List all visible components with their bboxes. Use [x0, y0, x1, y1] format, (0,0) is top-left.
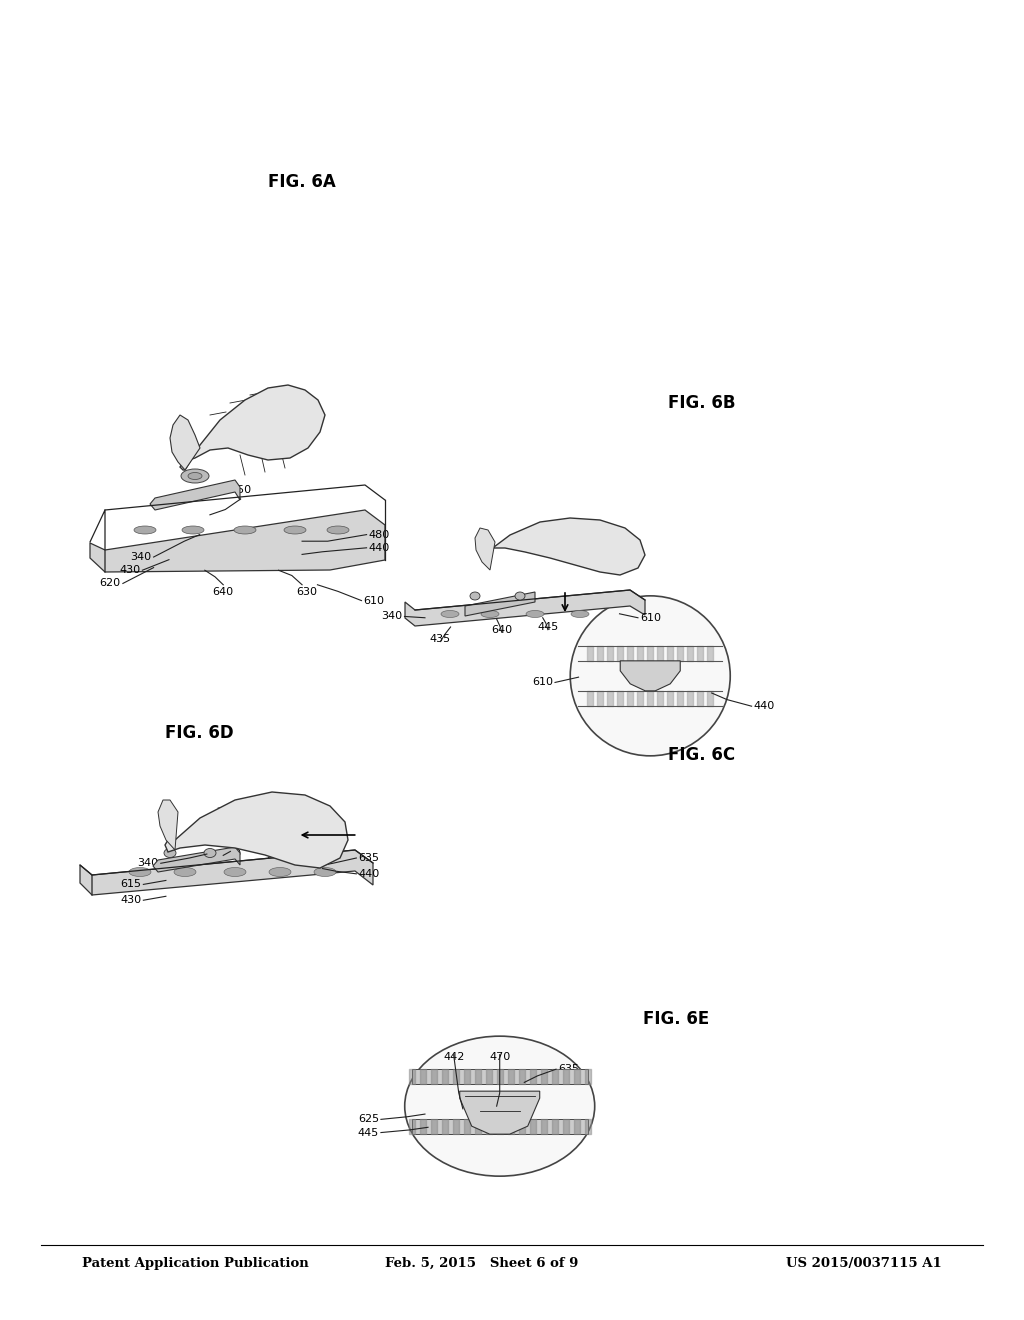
- Text: 430: 430: [119, 565, 140, 576]
- Text: 635: 635: [358, 853, 380, 863]
- Text: 445: 445: [357, 1127, 379, 1138]
- Text: 625: 625: [269, 849, 290, 859]
- Text: 635: 635: [558, 1064, 580, 1074]
- Text: 610: 610: [640, 612, 662, 623]
- Ellipse shape: [515, 591, 525, 601]
- Polygon shape: [90, 510, 385, 572]
- Polygon shape: [80, 850, 373, 895]
- Text: 615: 615: [120, 879, 141, 890]
- Text: FIG. 6E: FIG. 6E: [643, 1010, 709, 1028]
- Text: FIG. 6A: FIG. 6A: [268, 173, 336, 191]
- Text: 440: 440: [754, 701, 775, 711]
- Text: Feb. 5, 2015   Sheet 6 of 9: Feb. 5, 2015 Sheet 6 of 9: [385, 1257, 578, 1270]
- Polygon shape: [460, 1092, 540, 1134]
- Polygon shape: [621, 661, 680, 690]
- Circle shape: [570, 595, 730, 756]
- Ellipse shape: [182, 525, 204, 535]
- Ellipse shape: [314, 867, 336, 876]
- Polygon shape: [482, 517, 645, 576]
- Ellipse shape: [224, 867, 246, 876]
- Ellipse shape: [571, 610, 589, 618]
- Text: 480: 480: [369, 529, 390, 540]
- Text: 435: 435: [430, 634, 451, 644]
- Polygon shape: [406, 590, 645, 626]
- Ellipse shape: [481, 610, 499, 618]
- Ellipse shape: [404, 1036, 595, 1176]
- Ellipse shape: [269, 867, 291, 876]
- Ellipse shape: [327, 525, 349, 535]
- Text: 470: 470: [489, 1052, 510, 1063]
- Ellipse shape: [188, 473, 202, 479]
- Text: 610: 610: [364, 595, 385, 606]
- Ellipse shape: [181, 469, 209, 483]
- Polygon shape: [158, 800, 178, 850]
- Text: FIG. 6D: FIG. 6D: [165, 723, 234, 742]
- Polygon shape: [165, 792, 348, 869]
- Polygon shape: [170, 414, 200, 470]
- Polygon shape: [180, 385, 325, 470]
- Polygon shape: [465, 591, 535, 616]
- Text: 340: 340: [137, 858, 159, 869]
- Ellipse shape: [204, 849, 216, 858]
- Text: 640: 640: [213, 587, 233, 598]
- Text: 450: 450: [230, 484, 251, 495]
- Text: 442: 442: [443, 1052, 464, 1063]
- Polygon shape: [150, 480, 240, 510]
- Text: 625: 625: [357, 1114, 379, 1125]
- Ellipse shape: [134, 525, 156, 535]
- Bar: [412, 1069, 588, 1084]
- Text: 620: 620: [99, 578, 121, 589]
- Ellipse shape: [234, 525, 256, 535]
- Text: 340: 340: [130, 552, 152, 562]
- Ellipse shape: [284, 525, 306, 535]
- Bar: [412, 1118, 588, 1134]
- Ellipse shape: [441, 610, 459, 618]
- Polygon shape: [475, 528, 495, 570]
- Polygon shape: [153, 847, 240, 873]
- Ellipse shape: [129, 867, 151, 876]
- Ellipse shape: [174, 867, 196, 876]
- Text: Patent Application Publication: Patent Application Publication: [82, 1257, 308, 1270]
- Text: 440: 440: [358, 869, 380, 879]
- Text: FIG. 6C: FIG. 6C: [668, 746, 735, 764]
- Ellipse shape: [164, 849, 176, 858]
- Text: 610: 610: [531, 677, 553, 688]
- Text: 445: 445: [538, 622, 558, 632]
- Text: 640: 640: [220, 849, 241, 859]
- Text: 340: 340: [381, 611, 402, 622]
- Text: 440: 440: [369, 543, 390, 553]
- Text: FIG. 6B: FIG. 6B: [668, 393, 735, 412]
- Text: 630: 630: [297, 587, 317, 598]
- Ellipse shape: [470, 591, 480, 601]
- Text: 640: 640: [492, 624, 512, 635]
- Text: 430: 430: [120, 895, 141, 906]
- Ellipse shape: [526, 610, 544, 618]
- Text: US 2015/0037115 A1: US 2015/0037115 A1: [786, 1257, 942, 1270]
